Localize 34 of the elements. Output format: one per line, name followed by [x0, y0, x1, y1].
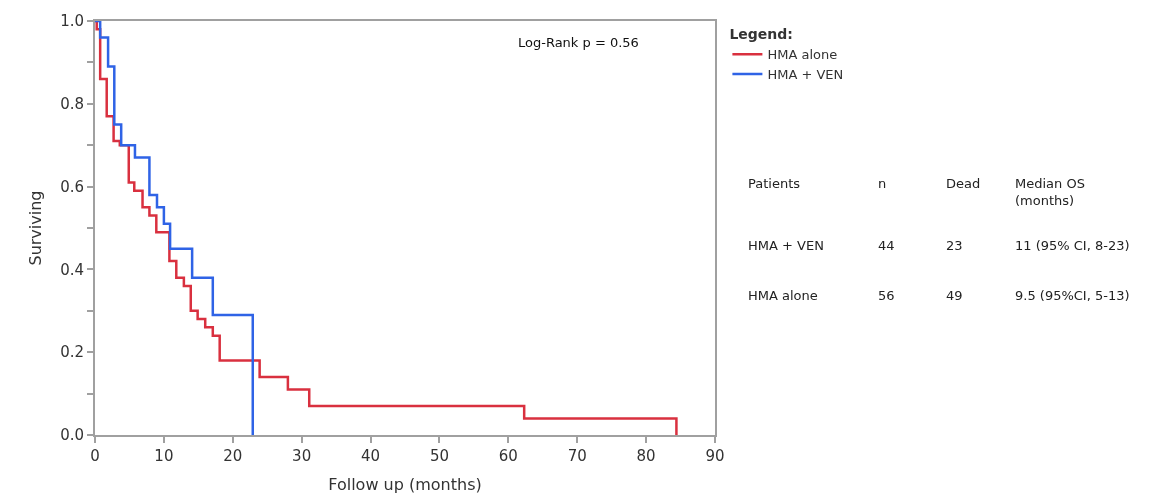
legend-title: Legend: — [729, 26, 793, 43]
text: 9.5 (95%CI, 5-13) — [1015, 288, 1130, 303]
x-axis-title: Follow up (months) — [328, 475, 482, 495]
y-tick-label: 0.0 — [60, 426, 84, 445]
text: Median OS (months) — [1015, 176, 1085, 208]
y-tick-label: 0.8 — [60, 95, 84, 114]
x-tick-label: 0 — [90, 447, 100, 465]
text: 44 — [878, 238, 895, 253]
x-tick-label: 10 — [154, 447, 174, 465]
x-tick-label: 60 — [498, 447, 518, 465]
text: HMA + VEN — [748, 238, 824, 253]
y-tick-label: 1.0 — [60, 12, 84, 31]
legend-label: HMA alone — [767, 47, 838, 63]
x-tick-label: 40 — [361, 447, 381, 465]
text: 56 — [878, 288, 895, 303]
y-tick-label: 0.4 — [60, 260, 84, 279]
x-tick-label: 90 — [705, 447, 725, 465]
annotation: Log-Rank p = 0.56 — [518, 35, 639, 50]
text: Dead — [946, 176, 981, 191]
text: 11 (95% CI, 8-23) — [1015, 238, 1130, 253]
y-tick-label: 0.6 — [60, 177, 84, 196]
y-axis-title: Surviving — [25, 190, 45, 266]
text: 23 — [946, 238, 963, 253]
text: 49 — [946, 288, 963, 303]
legend-label: HMA + VEN — [767, 67, 844, 83]
x-tick-label: 20 — [223, 447, 243, 465]
x-tick-label: 30 — [292, 447, 312, 465]
x-tick-label: 80 — [636, 447, 656, 465]
text: Patients — [748, 176, 801, 191]
text: HMA alone — [748, 288, 818, 303]
text: n — [878, 176, 887, 191]
x-tick-label: 70 — [567, 447, 587, 465]
x-tick-label: 50 — [429, 447, 449, 465]
y-tick-label: 0.2 — [60, 343, 84, 362]
